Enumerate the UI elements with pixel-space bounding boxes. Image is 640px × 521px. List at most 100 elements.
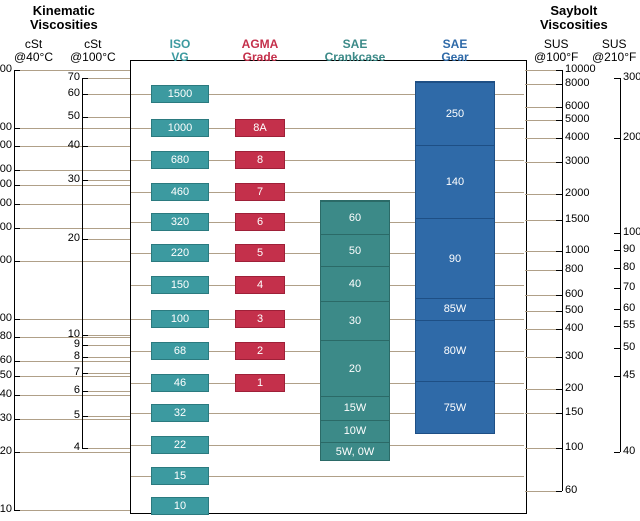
viscosity-comparison-chart: { "layout": { "width": 640, "height": 52…: [0, 0, 640, 521]
iso-block: 32: [151, 404, 209, 422]
sae-crankcase-cell: 5W, 0W: [321, 442, 389, 462]
scale-tick: [556, 448, 562, 449]
sae-gear-column: 2501409085W80W75W: [415, 81, 495, 434]
scale-connector: [20, 261, 130, 262]
iso-block: 460: [151, 183, 209, 201]
iso-block: 1000: [151, 119, 209, 137]
scale-tick: [614, 250, 620, 251]
scale-connector: [20, 510, 130, 511]
scale-tick-label: 800: [565, 264, 583, 275]
scale-label: SUS@210°F: [592, 38, 636, 64]
scale-tick: [556, 220, 562, 221]
sae-crankcase-cell: 60: [321, 201, 389, 235]
scale-connector: [88, 416, 130, 417]
scale-tick-label: 45: [623, 370, 635, 381]
scale-tick: [556, 491, 562, 492]
scale-tick-label: 40: [623, 446, 635, 457]
scale-tick: [556, 70, 562, 71]
scale-tick: [614, 268, 620, 269]
sae-gear-cell: 90: [416, 218, 494, 298]
iso-block: 1500: [151, 85, 209, 103]
saybolt-title: SayboltViscosities: [540, 4, 608, 33]
scale-tick-label: 9: [74, 339, 80, 350]
kinematic-title: KinematicViscosities: [30, 4, 98, 33]
scale-tick-label: 100: [623, 227, 640, 238]
scale-tick-label: 50: [623, 342, 635, 353]
scale-label: SUS@100°F: [534, 38, 578, 64]
iso-block: 150: [151, 276, 209, 294]
scale-tick-label: 20: [68, 233, 80, 244]
iso-block: 320: [151, 213, 209, 231]
sae-gear-cell: 85W: [416, 298, 494, 320]
scale-connector: [525, 270, 556, 271]
scale-tick-label: 50: [0, 370, 12, 381]
scale-tick-label: 1000: [565, 245, 589, 256]
scale-connector: [525, 70, 556, 71]
scale-tick-label: 4: [74, 442, 80, 453]
scale-connector: [88, 335, 130, 336]
scale-tick-label: 30: [0, 413, 12, 424]
scale-tick-label: 100: [565, 442, 583, 453]
scale-tick: [614, 348, 620, 349]
scale-tick-label: 300: [0, 222, 12, 233]
scale-tick-label: 6: [74, 385, 80, 396]
scale-connector: [525, 107, 556, 108]
scale-axis: [562, 70, 563, 491]
scale-connector: [525, 84, 556, 85]
scale-tick: [614, 78, 620, 79]
column-header: SAECrankcase: [315, 38, 395, 64]
scale-tick-label: 5000: [565, 114, 589, 125]
scale-tick: [614, 288, 620, 289]
scale-connector: [525, 329, 556, 330]
sae-gear-cell: 75W: [416, 381, 494, 435]
scale-tick-label: 40: [0, 389, 12, 400]
scale-tick: [556, 311, 562, 312]
scale-connector: [525, 491, 556, 492]
scale-tick-label: 200: [565, 383, 583, 394]
scale-tick: [614, 326, 620, 327]
scale-tick-label: 55: [623, 320, 635, 331]
scale-connector: [88, 357, 130, 358]
scale-tick: [556, 120, 562, 121]
column-header: ISOVG: [140, 38, 220, 64]
scale-tick-label: 70: [623, 282, 635, 293]
scale-tick: [614, 138, 620, 139]
scale-tick: [556, 295, 562, 296]
scale-tick: [614, 233, 620, 234]
scale-tick-label: 2000: [565, 188, 589, 199]
scale-tick-label: 60: [68, 88, 80, 99]
sae-crankcase-cell: 30: [321, 301, 389, 340]
scale-tick-label: 200: [623, 132, 640, 143]
scale-connector: [525, 413, 556, 414]
scale-tick: [614, 309, 620, 310]
scale-tick-label: 40: [68, 140, 80, 151]
scale-tick: [556, 194, 562, 195]
scale-axis: [82, 78, 83, 449]
sae-gear-cell: 80W: [416, 320, 494, 381]
sae-crankcase-cell: 20: [321, 340, 389, 395]
agma-block: 5: [235, 244, 285, 262]
scale-connector: [525, 357, 556, 358]
scale-tick-label: 60: [0, 355, 12, 366]
scale-connector: [525, 389, 556, 390]
scale-tick: [614, 376, 620, 377]
sae-crankcase-cell: 50: [321, 234, 389, 266]
iso-block: 220: [151, 244, 209, 262]
scale-tick: [556, 357, 562, 358]
scale-tick-label: 500: [565, 305, 583, 316]
sae-crankcase-cell: 15W: [321, 396, 389, 420]
scale-tick: [556, 389, 562, 390]
scale-connector: [525, 220, 556, 221]
scale-tick-label: 7: [74, 367, 80, 378]
scale-tick-label: 1000: [0, 122, 12, 133]
scale-tick: [556, 162, 562, 163]
scale-connector: [88, 373, 130, 374]
column-header: AGMAGrade: [220, 38, 300, 64]
scale-tick: [556, 251, 562, 252]
scale-tick-label: 800: [0, 140, 12, 151]
scale-tick-label: 200: [0, 255, 12, 266]
agma-block: 8A: [235, 119, 285, 137]
scale-label: cSt@40°C: [14, 38, 53, 64]
iso-block: 15: [151, 467, 209, 485]
scale-tick: [556, 84, 562, 85]
